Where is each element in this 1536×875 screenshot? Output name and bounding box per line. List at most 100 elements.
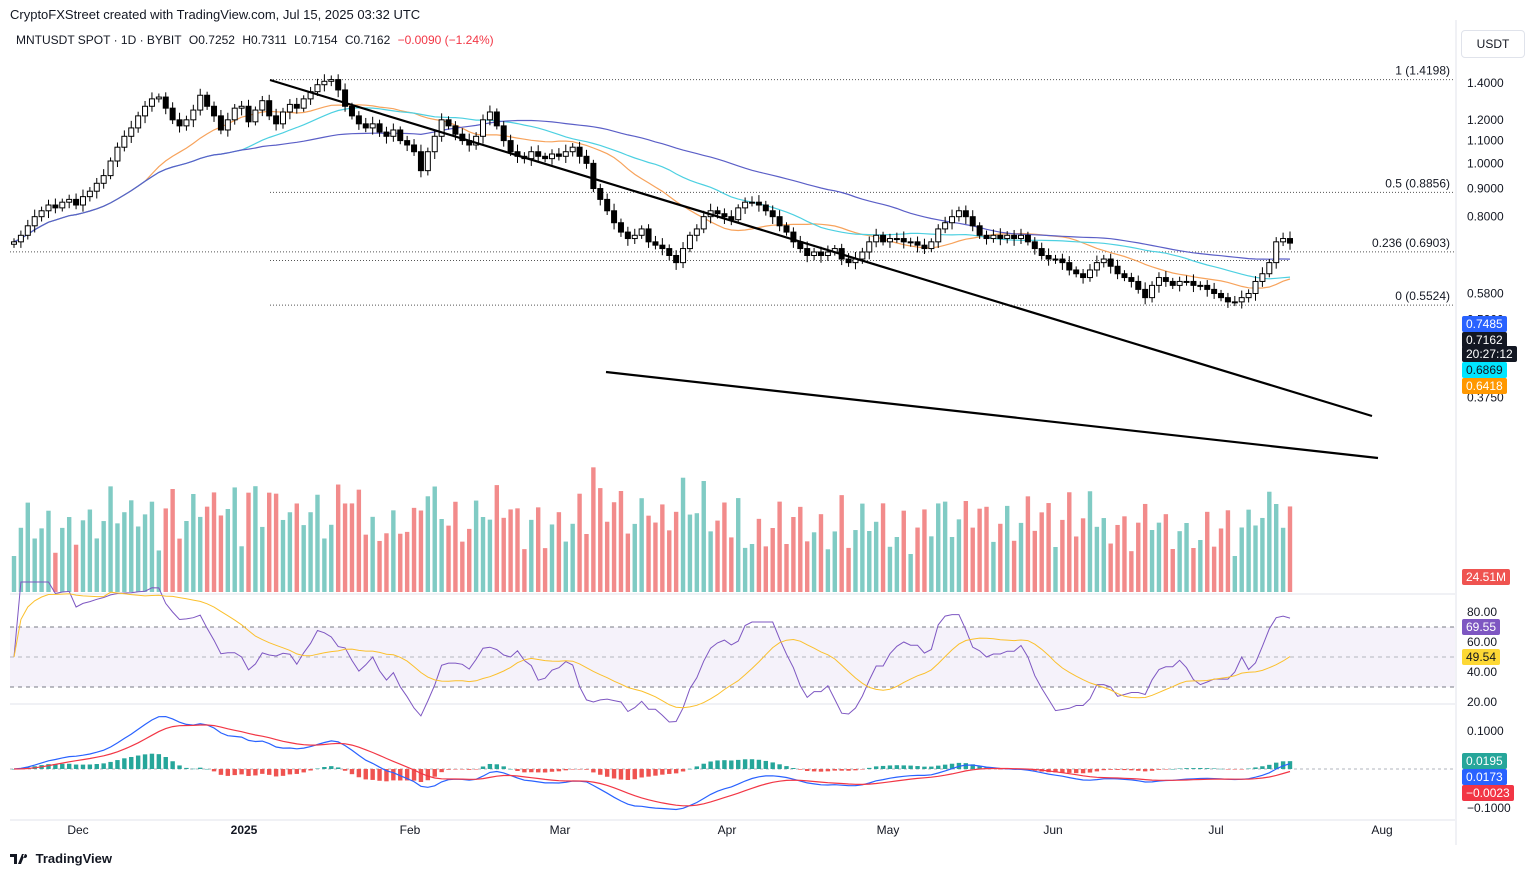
macd-histogram-bar [108, 761, 113, 769]
macd-histogram-bar [860, 769, 865, 770]
volume-bar [570, 523, 575, 592]
candle-body [1238, 297, 1245, 303]
candle-body [11, 241, 17, 245]
candle-body [990, 234, 997, 240]
candle [114, 142, 121, 168]
candle [183, 115, 190, 131]
candle [411, 139, 418, 156]
macd-histogram-bar [1087, 769, 1093, 773]
macd-histogram-bar [763, 760, 769, 769]
macd-histogram-bar [1156, 769, 1162, 770]
macd-histogram-bar [549, 769, 555, 772]
macd-histogram-bar [1129, 769, 1134, 771]
candle [31, 209, 38, 233]
volume-bar [191, 494, 196, 592]
candle [1059, 253, 1066, 270]
macd-histogram-bar [122, 758, 127, 769]
candle-body [17, 234, 24, 243]
macd-histogram-label: 0.0195 [1462, 753, 1507, 769]
currency-selector[interactable]: USDT [1461, 30, 1525, 58]
falling-wedge-trendlines[interactable] [269, 78, 1379, 460]
macd-histogram-bar [1205, 768, 1210, 769]
candle [1280, 232, 1287, 247]
time-tick-6: Jun [1043, 823, 1062, 837]
candle [693, 224, 700, 242]
volume-bar [149, 501, 155, 592]
candle [293, 97, 300, 114]
macd-histogram-bar [618, 769, 624, 780]
chart-caption: CryptoFXStreet created with TradingView.… [10, 7, 421, 22]
candle [438, 113, 445, 142]
candle-body [1204, 284, 1211, 290]
rsi-tick-2: 40.00 [1467, 665, 1497, 679]
candle-body [362, 123, 369, 129]
macd-histogram-bar [66, 763, 72, 769]
macd-histogram-bar [798, 769, 803, 770]
volume-bar [1101, 518, 1106, 592]
macd-histogram-bar [149, 753, 155, 769]
macd-histogram-bar [1287, 761, 1293, 769]
candle-body [376, 123, 383, 133]
candle [245, 99, 252, 128]
macd-histogram-bar [1142, 769, 1148, 772]
symbol-name[interactable]: MNTUSDT SPOT · 1D · BYBIT [16, 33, 182, 47]
macd-histogram-bar [487, 763, 493, 769]
volume-bar [11, 556, 17, 592]
candle-body [769, 210, 776, 218]
candle [680, 242, 687, 269]
macd-histogram-bar [784, 766, 789, 769]
volume-bar [715, 520, 720, 592]
macd-histogram-bar [522, 769, 527, 773]
upper-trendline[interactable] [269, 78, 1373, 418]
candle [11, 238, 17, 248]
candle [624, 226, 631, 246]
fib-label-3: 0 (0.5524) [1395, 289, 1450, 303]
fib-label-2: 0.236 (0.6903) [1372, 236, 1450, 250]
macd-histogram-bar [1260, 766, 1265, 769]
candle-body [31, 216, 38, 227]
candle-body [121, 135, 128, 148]
volume-bar [204, 506, 210, 592]
volume-bar [1156, 522, 1162, 592]
candle-body [845, 258, 852, 264]
lower-trendline[interactable] [605, 370, 1379, 460]
candle [797, 235, 804, 253]
candle [1107, 253, 1114, 274]
candle-body [342, 89, 349, 107]
macd-histogram-bar [646, 769, 651, 777]
volume-bar [1287, 506, 1293, 592]
candle [24, 219, 31, 240]
volume-bar [1039, 512, 1044, 592]
volume-bar [1274, 504, 1279, 592]
volume-bar [377, 540, 382, 592]
candle-body [1231, 301, 1238, 304]
candle [107, 157, 114, 180]
candle-body [348, 105, 355, 117]
volume-bar [846, 547, 851, 592]
macd-histogram-bar [584, 769, 589, 770]
macd-histogram-bar [280, 769, 286, 776]
last-price-label: 0.7162 [1462, 332, 1507, 348]
macd-histogram-bar [777, 764, 782, 769]
candle [900, 231, 907, 249]
tradingview-logo[interactable]: TradingView [10, 851, 112, 866]
candle-body [542, 155, 549, 160]
macd-histogram-bar [715, 760, 720, 769]
volume-bar [963, 501, 969, 592]
candle [500, 121, 507, 147]
candle [742, 197, 749, 214]
macd-histogram-bar [218, 769, 224, 775]
macd-histogram-bar [260, 769, 265, 774]
candle [873, 228, 880, 248]
candle-body [224, 119, 231, 131]
volume-bar [439, 519, 444, 592]
volume-bar [260, 526, 265, 592]
candle-body [38, 210, 45, 218]
macd-histogram-bar [811, 769, 817, 772]
candle-body [1169, 280, 1176, 286]
candle [866, 236, 873, 260]
candle [1018, 228, 1025, 244]
volume-bar [763, 546, 769, 592]
macd-histogram-bar [901, 765, 906, 769]
